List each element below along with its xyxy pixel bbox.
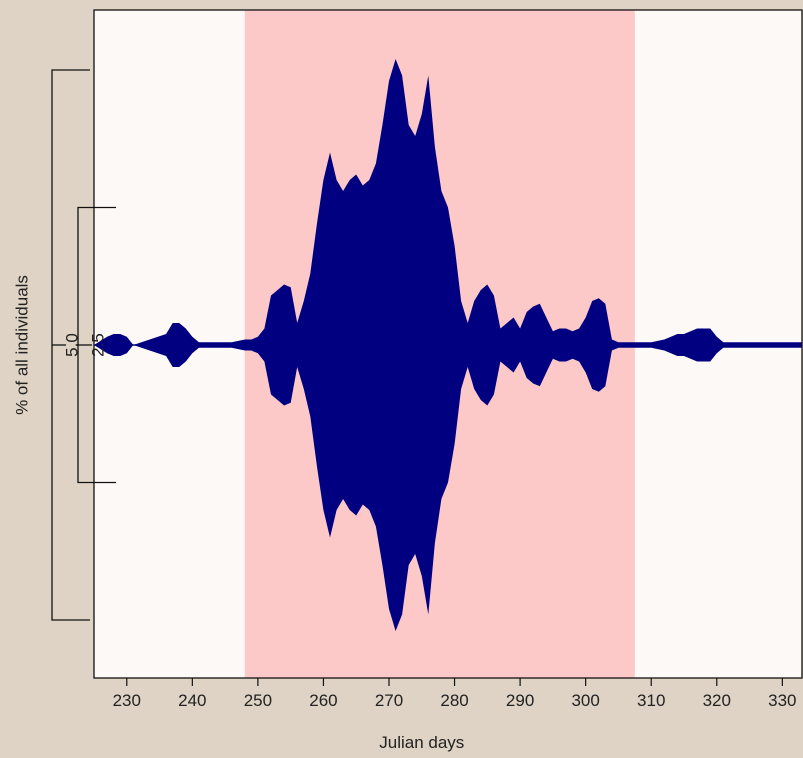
x-tick-label-230: 230 [113, 691, 141, 710]
x-tick-label-300: 300 [571, 691, 599, 710]
series-0-area [94, 59, 802, 631]
x-tick-label-290: 290 [506, 691, 534, 710]
x-tick-label-270: 270 [375, 691, 403, 710]
scale-bar-label-0: 5.0 [63, 333, 82, 357]
x-tick-label-260: 260 [309, 691, 337, 710]
x-tick-label-250: 250 [244, 691, 272, 710]
x-tick-label-320: 320 [703, 691, 731, 710]
plot-frame [93, 9, 803, 679]
scale-bars: 5.0 2.5 [51, 69, 116, 621]
scale-bar-label-1: 2.5 [89, 333, 108, 357]
x-tick-label-330: 330 [768, 691, 796, 710]
x-tick-label-280: 280 [440, 691, 468, 710]
x-axis: 230 240 250 260 270 280 290 300 310 320 330 [113, 678, 797, 710]
x-axis-title: Julian days [379, 733, 464, 752]
x-tick-label-240: 240 [178, 691, 206, 710]
x-tick-label-310: 310 [637, 691, 665, 710]
y-axis-title: % of all individuals [13, 275, 32, 415]
series-layer [94, 59, 802, 631]
